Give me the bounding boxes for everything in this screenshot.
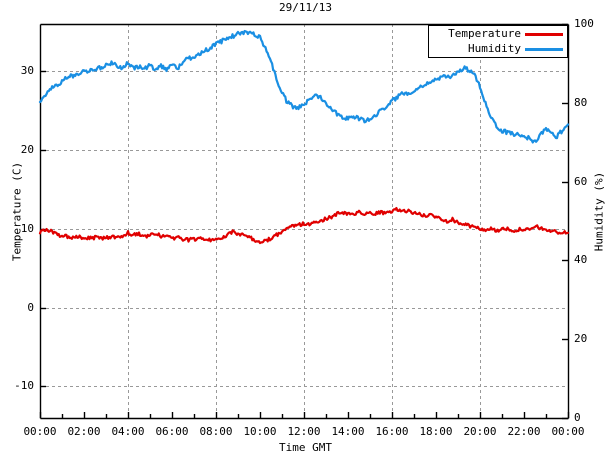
x-axis-tick: 14:00 (331, 425, 365, 438)
x-axis-tick: 22:00 (507, 425, 541, 438)
x-axis-tick: 10:00 (243, 425, 277, 438)
x-axis-tick: 16:00 (375, 425, 409, 438)
y-axis-left-tick: 30 (20, 64, 34, 78)
x-axis-tick: 00:00 (551, 425, 585, 438)
x-axis-tick: 02:00 (67, 425, 101, 438)
legend-item-humidity: Humidity (429, 42, 567, 56)
x-axis-label: Time GMT (279, 441, 332, 454)
x-axis-tick: 20:00 (463, 425, 497, 438)
legend-item-temperature: Temperature (429, 27, 567, 41)
y-axis-right-tick: 0 (574, 411, 581, 424)
x-axis-tick: 06:00 (155, 425, 189, 438)
chart-legend: Temperature Humidity (428, 25, 568, 58)
legend-label-temperature: Temperature (448, 27, 521, 40)
x-axis-tick: 08:00 (199, 425, 233, 438)
chart-title: 29/11/13 (279, 1, 332, 14)
y-axis-right-label: Humidity (%) (592, 171, 606, 252)
x-axis-tick: 00:00 (23, 425, 57, 438)
x-axis-tick: 04:00 (111, 425, 145, 438)
y-axis-right-tick: 100 (574, 17, 594, 30)
y-axis-right-tick: 80 (574, 95, 588, 109)
y-axis-right-tick: 60 (574, 174, 588, 188)
y-axis-right-tick: 20 (574, 332, 588, 346)
y-axis-left-tick: 0 (27, 300, 34, 314)
legend-swatch-humidity (525, 48, 563, 51)
legend-swatch-temperature (525, 33, 563, 36)
x-axis-tick: 12:00 (287, 425, 321, 438)
x-axis-tick: 18:00 (419, 425, 453, 438)
y-axis-left-tick: -10 (14, 379, 34, 393)
y-axis-right-tick: 40 (574, 253, 588, 267)
y-axis-left-tick: 10 (20, 221, 34, 235)
legend-label-humidity: Humidity (468, 42, 521, 55)
y-axis-left-tick: 20 (20, 143, 34, 157)
